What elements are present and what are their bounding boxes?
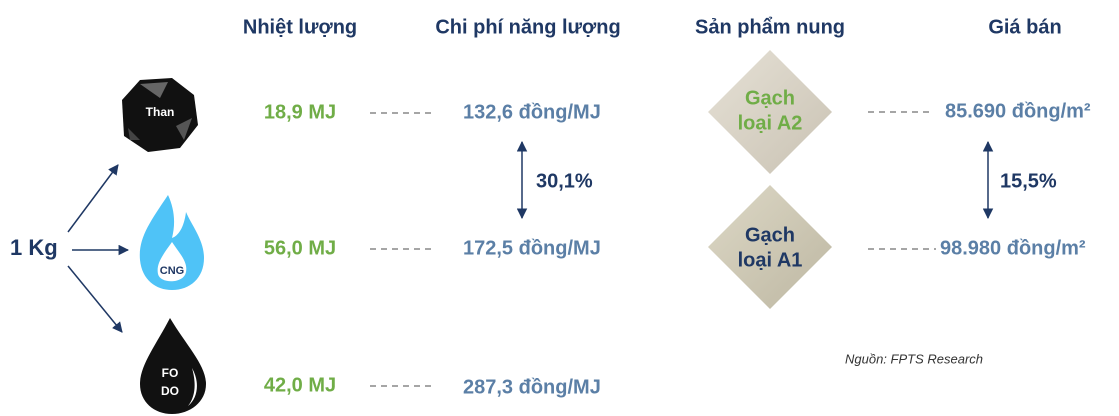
brick-a2 (708, 50, 832, 174)
brick-a1 (708, 185, 832, 309)
price-difference: 15,5% (1000, 170, 1057, 192)
fuel-label: DO (161, 384, 179, 398)
energy-value: 56,0 MJ (264, 237, 336, 259)
product-name: Gạch (745, 224, 795, 246)
header: Giá bán (988, 16, 1061, 38)
arrow (67, 265, 123, 333)
energy-value: 18,9 MJ (264, 101, 336, 123)
cost-difference: 30,1% (536, 170, 593, 192)
arrow (67, 164, 119, 233)
product-name: Gạch (745, 87, 795, 109)
source: Nguồn: FPTS Research (845, 351, 983, 366)
cost-value: 132,6 đồng/MJ (463, 101, 601, 123)
header: Nhiệt lượng (243, 16, 357, 38)
fuel-label: CNG (160, 265, 184, 277)
energy-value: 42,0 MJ (264, 374, 336, 396)
cost-value: 287,3 đồng/MJ (463, 376, 601, 398)
input-label: 1 Kg (10, 235, 58, 260)
fuel-label: Than (146, 105, 175, 119)
cost-value: 172,5 đồng/MJ (463, 237, 601, 259)
coal-icon (122, 78, 198, 152)
header: Chi phí năng lượng (435, 16, 620, 38)
product-name: loại A2 (738, 112, 803, 134)
oil-drop-icon (140, 318, 206, 414)
fuel-label: FO (162, 366, 179, 380)
flame-icon (139, 195, 204, 290)
header: Sản phẩm nung (695, 16, 845, 38)
product-name: loại A1 (738, 249, 803, 271)
price-value: 85.690 đồng/m² (945, 100, 1091, 122)
price-value: 98.980 đồng/m² (940, 237, 1086, 259)
